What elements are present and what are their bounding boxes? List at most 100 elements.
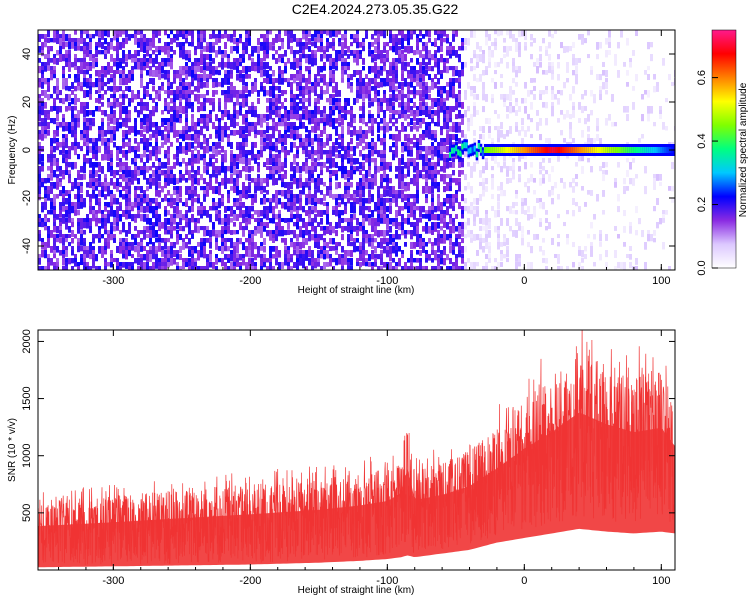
spectrogram-cell xyxy=(224,166,227,174)
spectrogram-cell xyxy=(227,110,230,118)
spectrogram-cell xyxy=(275,122,278,127)
spectrogram-cell xyxy=(305,238,308,245)
spectrogram-cell xyxy=(164,134,167,142)
spectrogram-cell xyxy=(308,38,311,45)
spectrogram-cell xyxy=(314,182,317,190)
spectrogram-cell xyxy=(131,90,134,95)
spectrogram-cell xyxy=(176,94,179,101)
spectrogram-cell xyxy=(326,202,329,209)
spectrogram-cell xyxy=(413,114,416,121)
spectrogram-cell xyxy=(212,34,215,39)
spectrogram-cell xyxy=(416,106,419,114)
spectrogram-cell xyxy=(278,114,281,122)
spectrogram-cell xyxy=(452,246,455,251)
spectrogram-cell xyxy=(155,30,158,38)
spectrogram-cell xyxy=(62,98,65,105)
spectrogram-cell xyxy=(245,210,248,218)
spectrogram-cell xyxy=(446,38,449,44)
spectrogram-cell xyxy=(365,90,368,96)
spectrogram-cell xyxy=(188,126,191,133)
spectrogram-cell xyxy=(452,106,455,113)
spectrogram-cell xyxy=(92,254,95,259)
spectrogram-cell xyxy=(176,206,179,211)
spectrogram-cell xyxy=(170,194,173,200)
spectrogram-cell xyxy=(353,34,356,39)
spectrogram-cell xyxy=(269,142,272,147)
spectrogram-cell xyxy=(284,194,287,199)
spectrogram-cell xyxy=(404,262,407,270)
spectrogram-cell xyxy=(437,46,440,53)
spectrogram-cell xyxy=(248,234,251,241)
spectrogram-cell xyxy=(251,154,254,161)
spectrogram-cell xyxy=(437,102,440,107)
spectrogram-cell xyxy=(443,138,446,145)
spectrogram-cell xyxy=(437,98,440,105)
spectrogram-cell xyxy=(212,90,215,97)
spectrogram-cell xyxy=(212,186,215,194)
spectrogram-cell xyxy=(383,46,386,53)
spectrogram-cell xyxy=(407,158,410,163)
spectrogram-cell xyxy=(86,146,89,151)
spectrogram-cell xyxy=(245,66,248,74)
spectrogram-cell xyxy=(89,194,92,202)
spectrogram-cell xyxy=(383,54,386,61)
spectrogram-cell xyxy=(191,42,194,47)
spectrogram-cell xyxy=(392,198,395,203)
spectrogram-cell xyxy=(152,50,155,55)
spectrogram-cell xyxy=(56,246,59,253)
spectrogram-cell xyxy=(107,42,110,50)
spectrogram-cell xyxy=(149,126,152,132)
spectrogram-cell xyxy=(191,182,194,189)
spectrogram-cell xyxy=(140,110,143,115)
spectrogram-cell xyxy=(86,82,89,89)
spectrogram-cell xyxy=(56,174,59,182)
spectrogram-cell xyxy=(137,246,140,252)
spectrogram-cell xyxy=(191,122,194,129)
spectrogram-cell xyxy=(230,230,233,235)
spectrogram-cell xyxy=(359,74,362,80)
spectrogram-cell xyxy=(428,162,431,170)
spectrogram-cell xyxy=(65,86,68,91)
spectrogram-cell xyxy=(431,258,434,263)
spectrogram-cell xyxy=(119,266,122,270)
spectrogram-cell xyxy=(86,250,89,258)
spectrogram-cell xyxy=(371,146,374,151)
spectrogram-cell xyxy=(425,266,428,270)
spectrogram-cell xyxy=(347,258,350,264)
spectrogram-cell xyxy=(353,114,356,119)
spectrogram-cell xyxy=(119,242,122,248)
spectrogram-cell xyxy=(68,106,71,111)
spectrogram-cell xyxy=(290,94,293,102)
spectrogram-cell xyxy=(407,206,410,214)
spectrogram-cell xyxy=(176,34,179,41)
spectrogram-cell xyxy=(365,230,368,237)
spectrogram-cell xyxy=(86,118,89,124)
spectrogram-cell xyxy=(395,222,398,230)
spectrogram-cell xyxy=(344,182,347,187)
spectrogram-cell xyxy=(386,74,389,82)
spectrogram-cell xyxy=(260,230,263,238)
spectrogram-cell xyxy=(290,190,293,196)
spectrogram-cell xyxy=(383,134,386,140)
spectrogram-cell xyxy=(149,254,152,262)
spectrogram-cell xyxy=(398,206,401,214)
spectrogram-cell xyxy=(221,218,224,225)
spectrogram-cell xyxy=(98,206,101,214)
spectrogram-cell xyxy=(392,102,395,109)
spectrogram-cell xyxy=(104,130,107,137)
spectrogram-cell xyxy=(167,230,170,235)
spectrogram-cell xyxy=(347,198,350,204)
spectrogram-cell xyxy=(344,150,347,155)
spectrogram-cell xyxy=(386,198,389,203)
spectrogram-cell xyxy=(311,138,314,146)
spectrogram-cell xyxy=(224,94,227,101)
spectrogram-cell xyxy=(350,230,353,235)
spectrogram-cell xyxy=(233,154,236,159)
spectrogram-cell xyxy=(173,154,176,160)
spectrogram-cell xyxy=(374,226,377,231)
spectrogram-cell xyxy=(329,162,332,169)
spectrogram-cell xyxy=(182,238,185,245)
spectrogram-cell xyxy=(50,186,53,194)
spectrogram-cell xyxy=(500,166,503,173)
spectrogram-cell xyxy=(317,198,320,205)
